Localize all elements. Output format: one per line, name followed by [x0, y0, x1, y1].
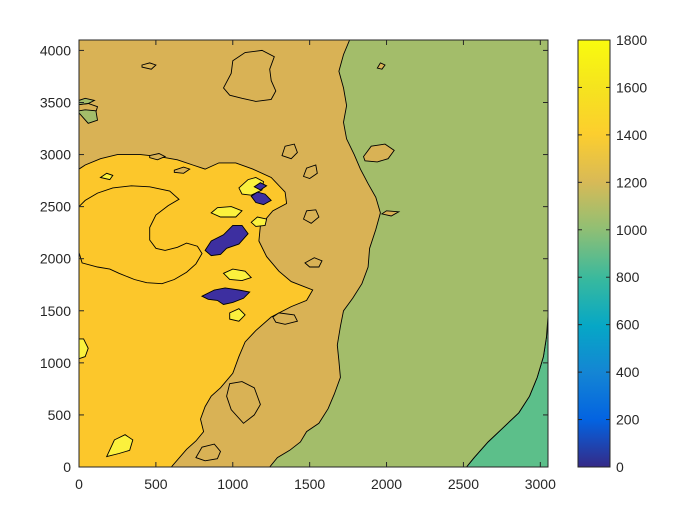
- contour-region-1400: [376, 62, 386, 70]
- contour-region-0: [253, 182, 268, 191]
- y-tick-label: 2000: [40, 251, 71, 267]
- contour-region-1750: [250, 216, 268, 227]
- y-tick-label: 2500: [40, 199, 71, 215]
- y-tick-label: 0: [63, 459, 71, 475]
- contour-region-0: [250, 191, 272, 206]
- contour-region-1750: [79, 338, 89, 360]
- contour-region-1200: [269, 40, 548, 467]
- plot-frame: [78, 39, 549, 468]
- colorbar-gradient: [578, 40, 610, 467]
- contour-region-1400: [272, 312, 299, 325]
- contour-region-1200: [79, 97, 96, 106]
- contour-region-1400: [149, 153, 167, 161]
- x-tick-label: 500: [144, 476, 168, 492]
- x-tick-label: 2000: [371, 476, 402, 492]
- y-tick-label: 1500: [40, 303, 71, 319]
- colorbar: 0 200 400 600 800 1000 1200 1400 1600 1800: [577, 32, 647, 475]
- contour-region-1750: [105, 434, 134, 458]
- contour-region-1600: [79, 154, 314, 467]
- y-tick-label: 500: [48, 407, 72, 423]
- contour-region-1400: [141, 62, 157, 70]
- colorbar-tick-label: 1000: [616, 222, 647, 238]
- y-axis: 0 500 1000 1500 2000 2500 3000 3500 4000: [40, 42, 548, 475]
- contour-regions: [79, 40, 548, 467]
- contour-region-1400: [362, 143, 395, 163]
- contour-region-0: [204, 224, 249, 257]
- colorbar-tick-label: 1600: [616, 79, 647, 95]
- colorbar-tick-label: 0: [616, 459, 624, 475]
- contour-region-1400: [173, 166, 191, 174]
- contour-region-1750: [99, 172, 114, 181]
- contour-region-1400: [222, 49, 277, 102]
- contour-region-1400: [195, 443, 222, 462]
- y-tick-label: 3500: [40, 94, 71, 110]
- x-tick-label: 3000: [525, 476, 556, 492]
- y-tick-label: 4000: [40, 42, 71, 58]
- contour-region-1400: [226, 381, 261, 424]
- x-tick-label: 0: [75, 476, 83, 492]
- x-tick-label: 1000: [217, 476, 248, 492]
- colorbar-tick-label: 800: [616, 269, 640, 285]
- contour-region-1750: [222, 268, 253, 282]
- x-tick-label: 2500: [448, 476, 479, 492]
- colorbar-tick-label: 400: [616, 364, 640, 380]
- x-tick-label: 1500: [294, 476, 325, 492]
- colorbar-tick-label: 200: [616, 412, 640, 428]
- y-tick-label: 3000: [40, 147, 71, 163]
- colorbar-frame: [577, 39, 611, 468]
- contour-region-1400: [302, 209, 320, 224]
- colorbar-ticks: 0 200 400 600 800 1000 1200 1400 1600 1800: [578, 32, 647, 475]
- colorbar-tick-label: 1200: [616, 174, 647, 190]
- contour-region-1400: [302, 164, 318, 179]
- plot-area: [78, 39, 549, 468]
- contour-region-1400: [380, 210, 401, 217]
- contour-region-1400: [281, 143, 298, 160]
- colorbar-tick-label: 1400: [616, 127, 647, 143]
- colorbar-tick-label: 1800: [616, 32, 647, 48]
- y-tick-label: 1000: [40, 355, 71, 371]
- colorbar-tick-label: 600: [616, 317, 640, 333]
- contour-region-1750: [229, 308, 246, 322]
- contour-region-0: [200, 287, 251, 305]
- contour-region-1400: [304, 257, 323, 268]
- x-axis: 0 500 1000 1500 2000 2500 3000: [75, 40, 556, 492]
- contour-region-1200: [79, 109, 99, 124]
- contour-region-1750: [210, 206, 243, 218]
